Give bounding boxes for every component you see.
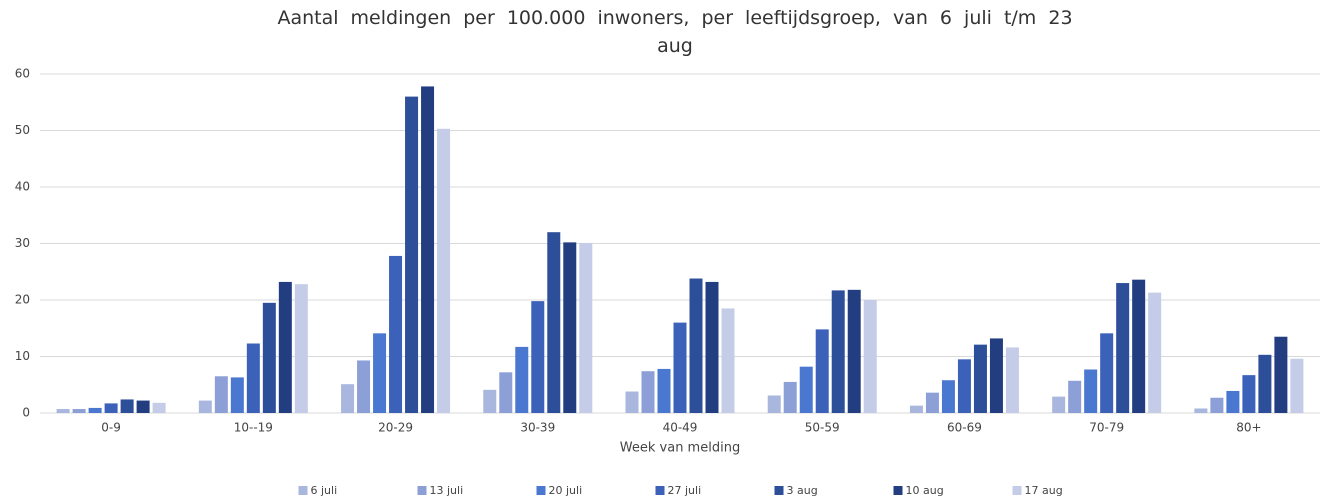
y-tick-label: 50 [15,123,30,137]
bar [230,377,244,413]
bar [973,344,987,413]
y-tick-label: 30 [15,236,30,250]
y-tick-label: 40 [15,180,30,194]
y-tick-label: 60 [15,67,30,81]
bar [721,308,735,413]
bar [815,329,829,413]
bar [957,359,971,413]
bar [831,290,845,413]
bar [909,405,923,413]
bar [104,403,118,413]
bar [1226,390,1240,413]
bar [152,402,166,413]
legend-swatch [655,486,665,495]
bar [1100,333,1114,413]
bar [1242,375,1256,413]
legend-swatch [298,486,308,495]
bar [941,380,955,413]
x-tick-label: 60-69 [947,421,982,435]
bar [641,371,655,413]
x-axis-label: Week van melding [620,441,740,456]
bar [437,128,451,413]
legend-swatch [1012,486,1022,495]
bar [357,360,371,413]
bar [483,389,497,413]
x-tick-label: 70-79 [1089,421,1124,435]
legend-label: 13 juli [430,484,464,497]
bar [1290,358,1304,413]
bar [198,400,212,413]
bar [689,278,703,413]
legend-swatch [893,486,903,495]
bar [56,409,70,413]
bar [515,346,529,413]
bar [1005,347,1019,413]
bar [278,281,292,413]
legend-label: 10 aug [906,484,944,497]
bar [341,384,355,413]
bar [705,281,719,413]
bar [246,343,260,413]
bar [767,395,781,413]
legend-label: 27 juli [668,484,702,497]
bar [1052,396,1066,413]
bar [1258,354,1272,413]
bar [1068,380,1082,413]
bar [563,242,577,413]
bar [1210,397,1224,413]
bar [120,399,134,413]
bar [547,232,561,413]
bar [373,333,387,413]
y-tick-label: 20 [15,293,30,307]
y-tick-label: 10 [15,349,30,363]
x-tick-label: 20-29 [378,421,413,435]
bar [989,338,1003,413]
legend-label: 3 aug [787,484,818,497]
bar [136,400,150,413]
legend-label: 17 aug [1025,484,1063,497]
bar [1274,336,1288,413]
legend-swatch [417,486,427,495]
legend-swatch [536,486,546,495]
bar [262,302,276,413]
legend-label: 6 juli [311,484,338,497]
bar [72,409,86,413]
legend-label: 20 juli [549,484,583,497]
bar [579,242,593,413]
bar [88,407,102,413]
x-tick-label: 0-9 [101,421,121,435]
bar [799,366,813,413]
bar [499,372,513,413]
bar [673,322,687,413]
x-tick-label: 10--19 [234,421,273,435]
bar [421,86,435,414]
x-tick-label: 50-59 [805,421,840,435]
legend-swatch [774,486,784,495]
x-tick-label: 40-49 [663,421,698,435]
bar [1084,369,1098,413]
bar [214,376,228,413]
bar [405,96,419,413]
bar [531,301,545,413]
bar [1132,279,1146,413]
bar [389,255,403,413]
x-tick-label: 80+ [1236,421,1261,435]
bar [925,392,939,413]
y-tick-label: 0 [22,406,30,420]
bar [1148,292,1162,413]
bar [294,284,308,413]
bar [1194,408,1208,413]
bar [625,391,639,413]
bar [657,368,671,413]
bar [1116,283,1130,413]
bar [783,381,797,413]
x-tick-label: 30-39 [520,421,555,435]
bar [847,289,861,413]
chart-title: Aantal meldingen per 100.000 inwoners, p… [277,7,1073,57]
bar [863,300,877,413]
